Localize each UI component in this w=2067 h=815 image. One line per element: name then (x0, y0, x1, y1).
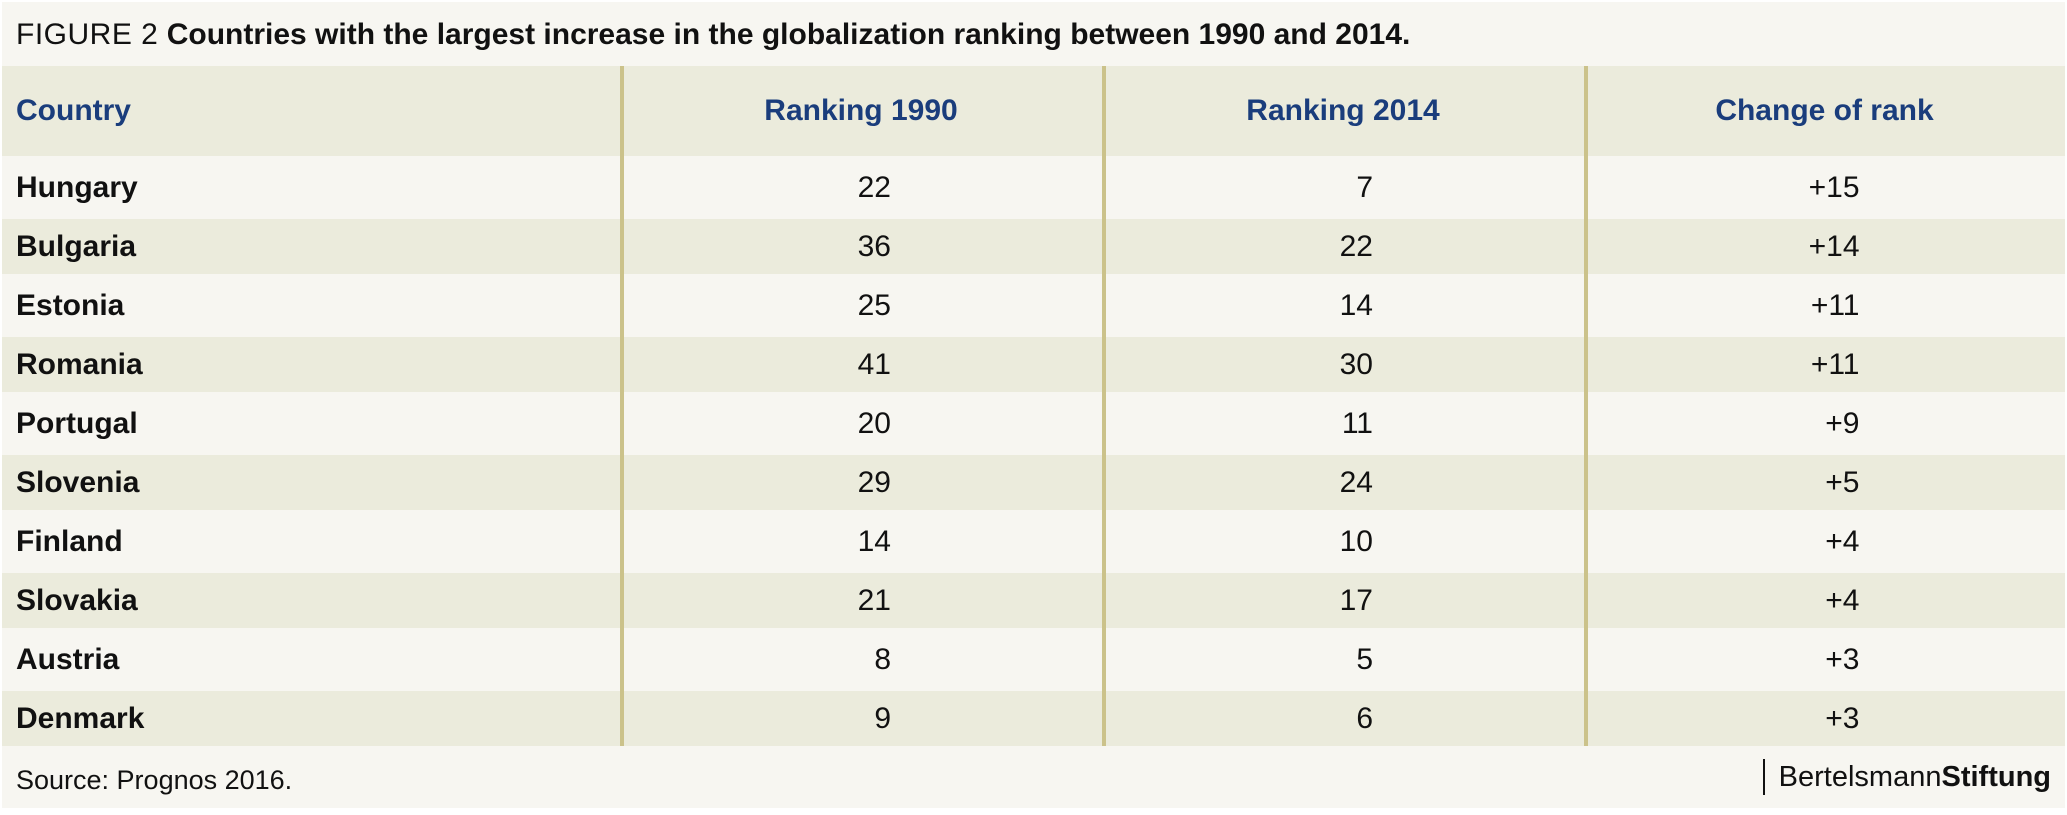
ranking-1990-value: 21 (857, 583, 891, 617)
country-cell: Estonia (16, 288, 125, 322)
change-of-rank-cell: +9 (1584, 396, 2065, 451)
figure-title: FIGURE 2 Countries with the largest incr… (16, 18, 1410, 52)
ranking-2014-value: 17 (1339, 583, 1373, 617)
change-of-rank-value: +4 (1825, 583, 1860, 617)
country-cell: Finland (16, 524, 123, 558)
change-of-rank-cell: +5 (1584, 455, 2065, 510)
ranking-2014-cell: 5 (1102, 632, 1584, 687)
ranking-1990-cell: 25 (620, 278, 1102, 333)
country-cell: Hungary (16, 170, 138, 204)
ranking-2014-cell: 22 (1102, 219, 1584, 274)
ranking-1990-value: 9 (874, 701, 891, 735)
header-change-of-rank: Change of rank (1715, 94, 1934, 127)
change-of-rank-value: +3 (1825, 642, 1860, 676)
ranking-2014-cell: 11 (1102, 396, 1584, 451)
column-divider (620, 66, 624, 746)
ranking-1990-value: 29 (857, 465, 891, 499)
ranking-1990-value: 14 (857, 524, 891, 558)
table-row: Hungary 22 7 +15 (2, 160, 2065, 215)
ranking-1990-cell: 9 (620, 691, 1102, 746)
ranking-1990-value: 36 (857, 229, 891, 263)
change-of-rank-value: +3 (1825, 701, 1860, 735)
table-row: Romania 41 30 +11 (2, 337, 2065, 392)
brand-name-part1: Bertelsmann (1778, 760, 1942, 793)
brand-name-part2: Stiftung (1941, 760, 2051, 793)
ranking-1990-cell: 8 (620, 632, 1102, 687)
change-of-rank-cell: +11 (1584, 337, 2065, 392)
ranking-1990-cell: 36 (620, 219, 1102, 274)
brand-bar (1762, 759, 1765, 795)
change-of-rank-cell: +3 (1584, 691, 2065, 746)
table-row: Estonia 25 14 +11 (2, 278, 2065, 333)
ranking-2014-value: 30 (1339, 347, 1373, 381)
column-divider (1102, 66, 1106, 746)
ranking-1990-value: 22 (857, 170, 891, 204)
ranking-1990-value: 20 (857, 406, 891, 440)
ranking-1990-value: 41 (857, 347, 891, 381)
header-ranking-2014: Ranking 2014 (1246, 94, 1440, 127)
ranking-2014-value: 6 (1356, 701, 1373, 735)
table-header-row: Country Ranking 1990 Ranking 2014 Change… (2, 66, 2065, 156)
table-row: Portugal 20 11 +9 (2, 396, 2065, 451)
table-row: Austria 8 5 +3 (2, 632, 2065, 687)
ranking-2014-cell: 14 (1102, 278, 1584, 333)
change-of-rank-value: +11 (1810, 288, 1860, 322)
change-of-rank-value: +11 (1810, 347, 1860, 381)
ranking-2014-value: 5 (1356, 642, 1373, 676)
ranking-1990-value: 25 (857, 288, 891, 322)
figure-label: FIGURE 2 (16, 18, 159, 51)
change-of-rank-cell: +4 (1584, 514, 2065, 569)
change-of-rank-value: +5 (1825, 465, 1860, 499)
country-cell: Austria (16, 642, 120, 676)
country-cell: Romania (16, 347, 143, 381)
change-of-rank-value: +4 (1825, 524, 1860, 558)
ranking-2014-cell: 30 (1102, 337, 1584, 392)
table-row: Slovakia 21 17 +4 (2, 573, 2065, 628)
change-of-rank-value: +14 (1808, 229, 1860, 263)
ranking-2014-cell: 7 (1102, 160, 1584, 215)
change-of-rank-value: +9 (1825, 406, 1860, 440)
ranking-1990-cell: 41 (620, 337, 1102, 392)
country-cell: Portugal (16, 406, 138, 440)
table-row: Finland 14 10 +4 (2, 514, 2065, 569)
country-cell: Slovenia (16, 465, 140, 499)
country-cell: Bulgaria (16, 229, 137, 263)
change-of-rank-cell: +14 (1584, 219, 2065, 274)
change-of-rank-value: +15 (1808, 170, 1860, 204)
table-row: Slovenia 29 24 +5 (2, 455, 2065, 510)
ranking-2014-value: 10 (1339, 524, 1373, 558)
table-row: Bulgaria 36 22 +14 (2, 219, 2065, 274)
ranking-2014-cell: 24 (1102, 455, 1584, 510)
ranking-2014-cell: 6 (1102, 691, 1584, 746)
ranking-1990-value: 8 (874, 642, 891, 676)
change-of-rank-cell: +3 (1584, 632, 2065, 687)
ranking-2014-cell: 17 (1102, 573, 1584, 628)
ranking-1990-cell: 22 (620, 160, 1102, 215)
source-note: Source: Prognos 2016. (16, 765, 293, 795)
ranking-2014-value: 11 (1341, 406, 1373, 440)
table-row: Denmark 9 6 +3 (2, 691, 2065, 746)
ranking-1990-cell: 21 (620, 573, 1102, 628)
ranking-1990-cell: 29 (620, 455, 1102, 510)
ranking-1990-cell: 14 (620, 514, 1102, 569)
header-country: Country (16, 94, 131, 127)
change-of-rank-cell: +11 (1584, 278, 2065, 333)
ranking-2014-value: 24 (1339, 465, 1373, 499)
country-cell: Slovakia (16, 583, 138, 617)
header-ranking-1990: Ranking 1990 (764, 94, 958, 127)
title-bar: FIGURE 2 Countries with the largest incr… (2, 2, 2065, 64)
country-cell: Denmark (16, 701, 145, 735)
change-of-rank-cell: +15 (1584, 160, 2065, 215)
ranking-1990-cell: 20 (620, 396, 1102, 451)
ranking-2014-value: 14 (1339, 288, 1373, 322)
ranking-2014-cell: 10 (1102, 514, 1584, 569)
ranking-2014-value: 22 (1339, 229, 1373, 263)
brand-logo: Bertelsmann Stiftung (1762, 759, 2051, 795)
figure-title-text: Countries with the largest increase in t… (166, 18, 1411, 51)
column-divider (1584, 66, 1588, 746)
ranking-2014-value: 7 (1356, 170, 1373, 204)
change-of-rank-cell: +4 (1584, 573, 2065, 628)
